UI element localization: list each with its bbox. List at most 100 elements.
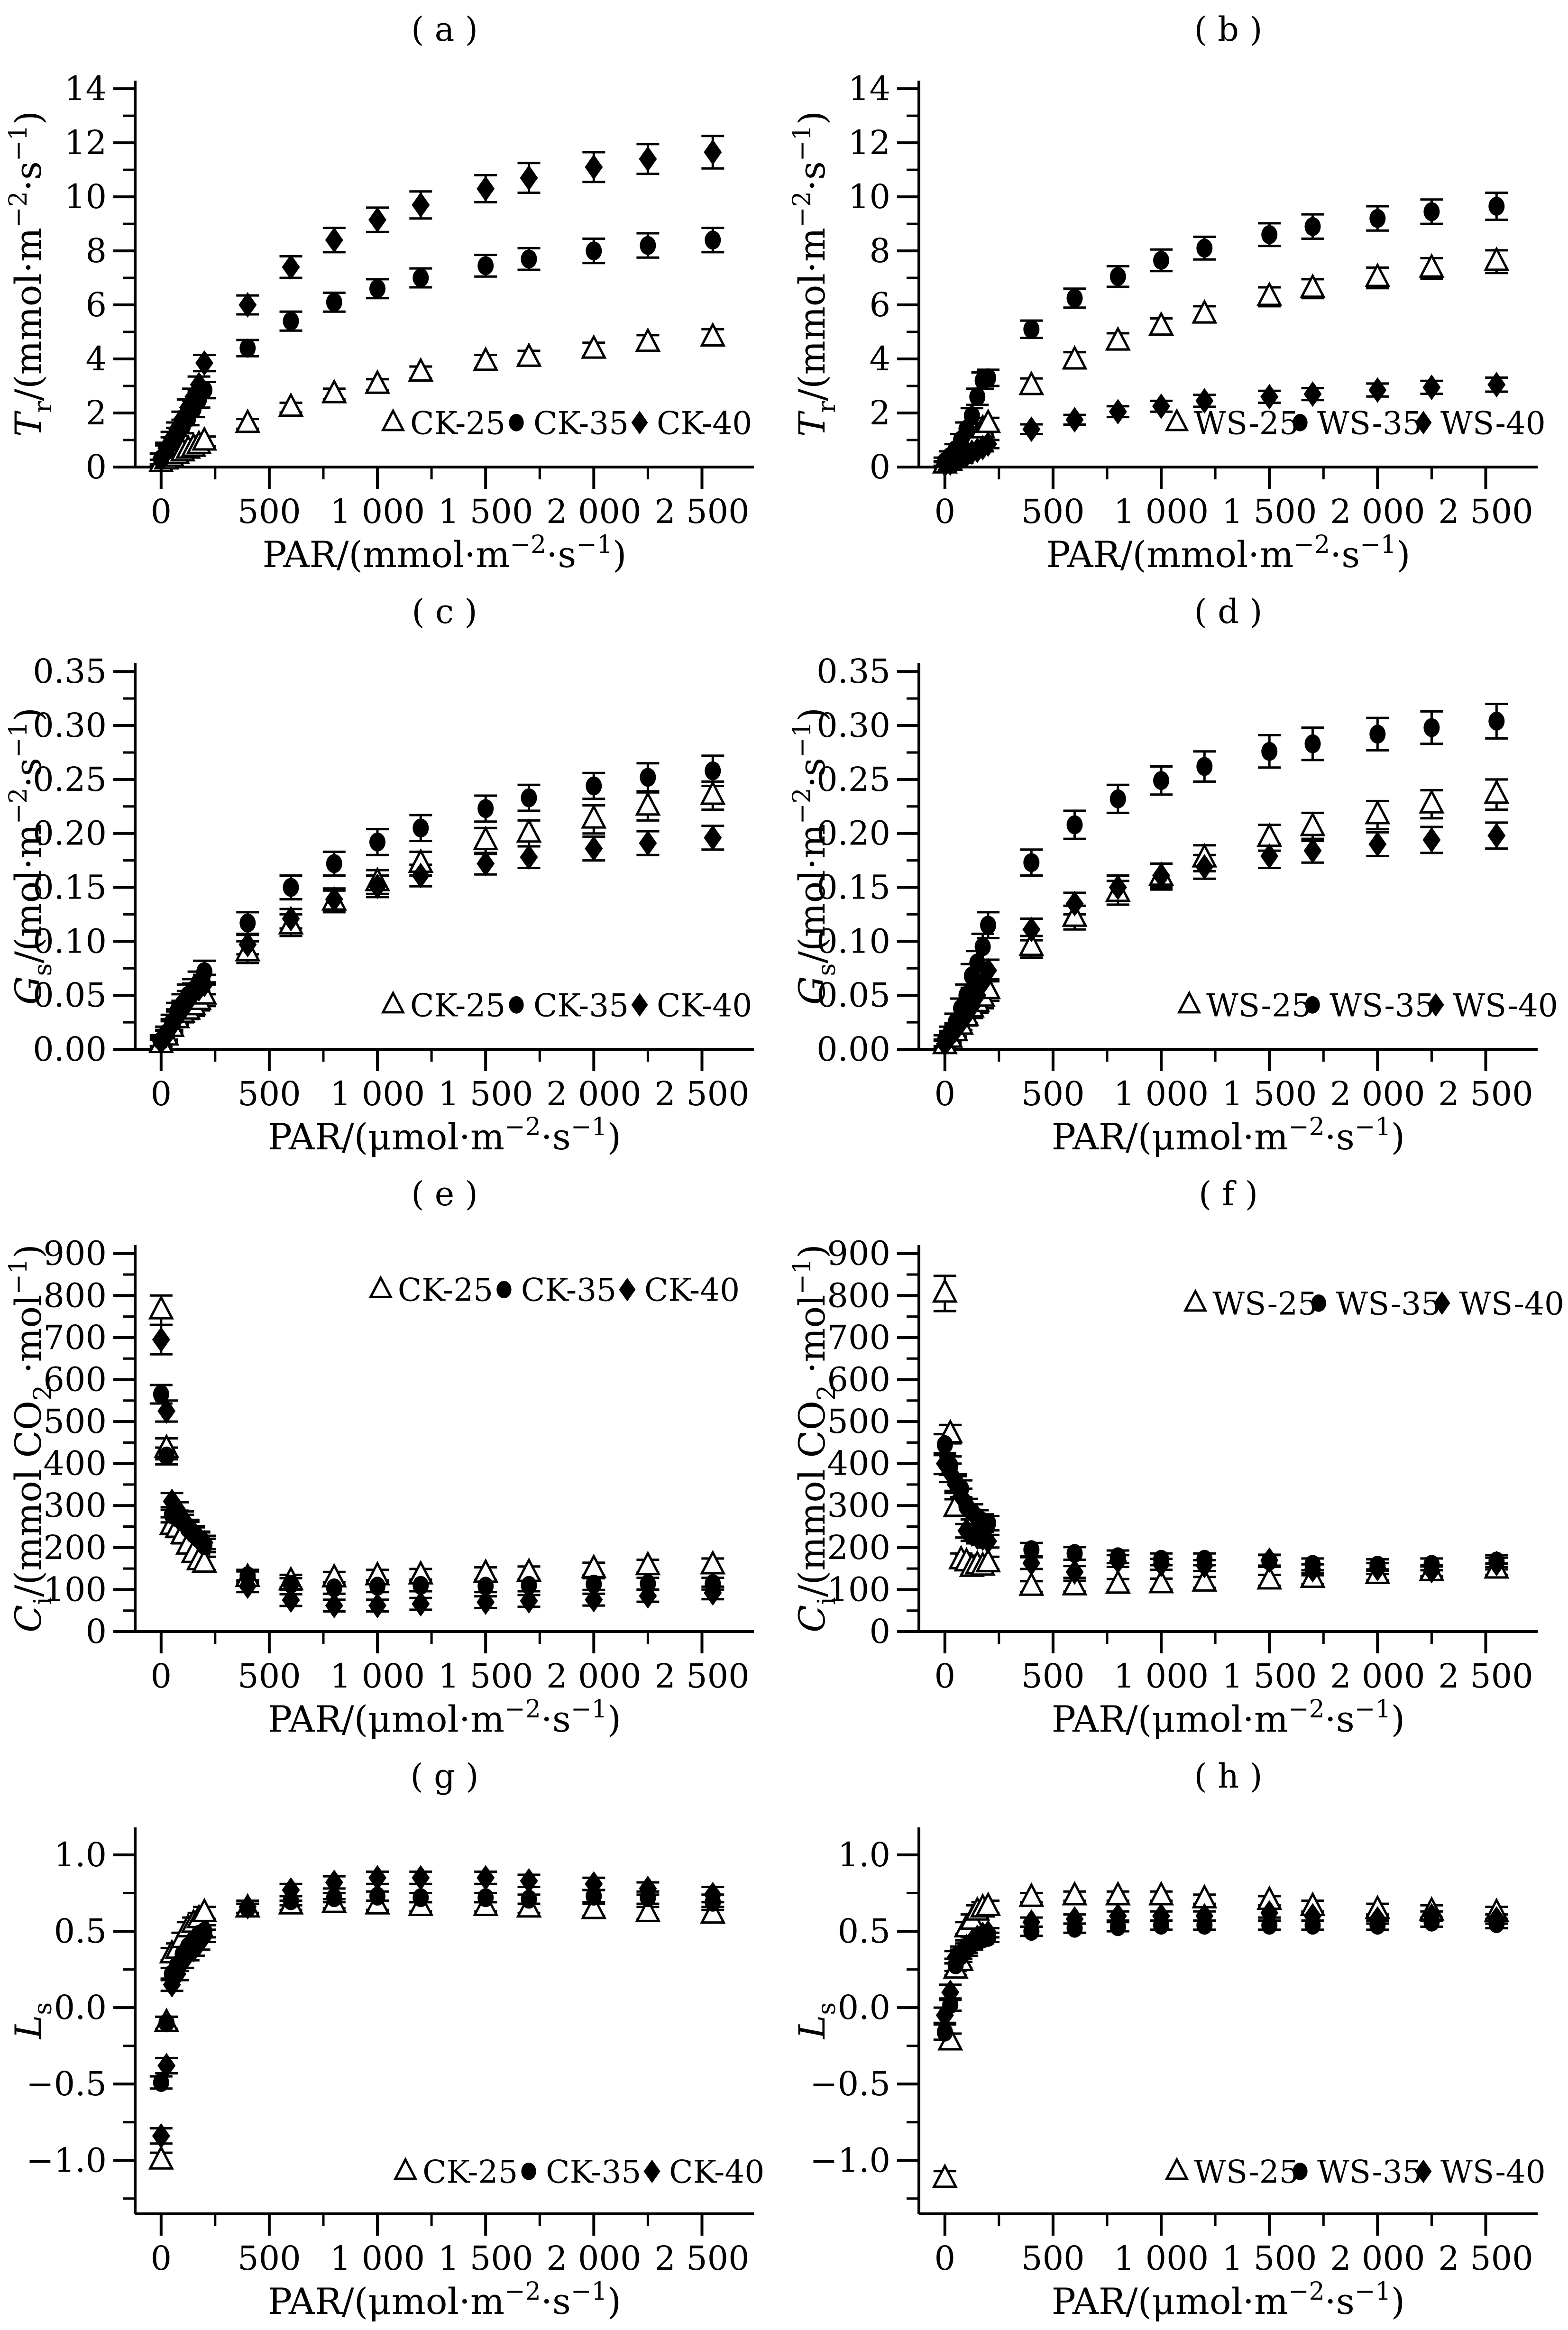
legend: WS-25 WS-35 WS-40 bbox=[1165, 2154, 1546, 2190]
svg-text:0.0: 0.0 bbox=[54, 1988, 107, 2027]
svg-text:CK-40: CK-40 bbox=[657, 987, 752, 1024]
svg-text:CK-35: CK-35 bbox=[533, 405, 629, 441]
svg-text:14: 14 bbox=[64, 69, 107, 108]
series-CK-40 bbox=[152, 1327, 722, 1619]
svg-text:1 500: 1 500 bbox=[1222, 2239, 1317, 2278]
error-bars bbox=[933, 1275, 1508, 1594]
svg-text:8: 8 bbox=[85, 231, 107, 270]
chart-g: 0 500 1 000 1 500 2 000 2 500 −1.0 −0.5 0.0 0.5 1.… bbox=[7, 1757, 764, 2322]
svg-text:2 500: 2 500 bbox=[654, 2239, 749, 2278]
tick-labels: 0 500 1 000 1 500 2 000 2 500 0 2 4 6 8 10 12 14 bbox=[64, 69, 750, 531]
svg-text:2 000: 2 000 bbox=[1330, 492, 1425, 531]
svg-text:0.05: 0.05 bbox=[816, 976, 890, 1015]
svg-text:WS-40: WS-40 bbox=[1440, 405, 1546, 441]
svg-text:500: 500 bbox=[238, 2239, 301, 2278]
svg-text:2 000: 2 000 bbox=[1330, 1657, 1425, 1696]
panel-a: 0 500 1 000 1 500 2 000 2 500 0 2 4 6 8 10 12 14 ( a )… bbox=[0, 0, 784, 582]
legend: CK-25 CK-35 CK-40 bbox=[393, 2154, 764, 2190]
svg-text:0.5: 0.5 bbox=[838, 1912, 890, 1951]
svg-text:12: 12 bbox=[848, 123, 890, 162]
svg-text:2: 2 bbox=[85, 394, 107, 432]
tick-labels: 0 500 1 000 1 500 2 000 2 500 0.00 0.05 0.10 0.15… bbox=[33, 652, 750, 1113]
svg-text:10: 10 bbox=[64, 177, 107, 216]
svg-text:CK-35: CK-35 bbox=[546, 2154, 641, 2190]
svg-text:CK-35: CK-35 bbox=[521, 1272, 616, 1309]
svg-text:2 000: 2 000 bbox=[546, 1657, 641, 1696]
chart-a: 0 500 1 000 1 500 2 000 2 500 0 2 4 6 8 10 12 14 ( a )… bbox=[4, 10, 754, 576]
svg-text:2 500: 2 500 bbox=[1438, 1074, 1533, 1113]
x-axis-label: PAR/(μmol·m−2·s−1) bbox=[268, 2277, 621, 2322]
svg-text:CK-25: CK-25 bbox=[398, 1272, 493, 1309]
svg-text:600: 600 bbox=[43, 1360, 107, 1399]
series-WS-40 bbox=[935, 1450, 1506, 1585]
panel-c: 0 500 1 000 1 500 2 000 2 500 0.00 0.05 0.10 0.15… bbox=[0, 582, 784, 1165]
svg-text:0: 0 bbox=[151, 1657, 172, 1696]
svg-text:1 500: 1 500 bbox=[438, 492, 533, 531]
svg-text:700: 700 bbox=[43, 1318, 107, 1357]
svg-text:0: 0 bbox=[85, 1612, 107, 1651]
series-CK-40 bbox=[152, 1865, 722, 2149]
svg-text:400: 400 bbox=[827, 1444, 890, 1483]
panel-title: ( c ) bbox=[412, 592, 477, 631]
svg-text:0.00: 0.00 bbox=[816, 1030, 890, 1069]
svg-text:200: 200 bbox=[827, 1528, 890, 1567]
legend: CK-25 CK-35 CK-40 bbox=[381, 405, 752, 441]
svg-text:1 000: 1 000 bbox=[1114, 1657, 1209, 1696]
tick-labels: 0 500 1 000 1 500 2 000 2 500 0 2 4 6 8 10 12 14 bbox=[848, 69, 1533, 531]
chart-c: 0 500 1 000 1 500 2 000 2 500 0.00 0.05 0.10 0.15… bbox=[4, 592, 754, 1158]
svg-text:700: 700 bbox=[827, 1318, 890, 1357]
svg-text:500: 500 bbox=[238, 1074, 301, 1113]
svg-text:0.15: 0.15 bbox=[33, 868, 107, 907]
svg-text:CK-25: CK-25 bbox=[410, 405, 505, 441]
svg-text:1 500: 1 500 bbox=[438, 1657, 533, 1696]
svg-text:2 000: 2 000 bbox=[546, 2239, 641, 2278]
svg-text:WS-40: WS-40 bbox=[1453, 987, 1558, 1024]
svg-text:WS-35: WS-35 bbox=[1317, 2154, 1422, 2190]
svg-text:0.25: 0.25 bbox=[816, 760, 890, 799]
chart-f: 0 500 1 000 1 500 2 000 2 5000100200300400500… bbox=[788, 1174, 1564, 1740]
series-WS-40 bbox=[935, 1900, 1506, 2028]
x-axis-label: PAR/(mmol·m−2·s−1) bbox=[1046, 531, 1410, 576]
series-WS-40 bbox=[935, 372, 1506, 477]
panel-f: 0 500 1 000 1 500 2 000 2 500 0 100 200 300 400 500… bbox=[784, 1165, 1568, 1747]
svg-text:2 000: 2 000 bbox=[1330, 2239, 1425, 2278]
series-CK-35 bbox=[153, 1385, 721, 1597]
svg-text:−0.5: −0.5 bbox=[26, 2064, 107, 2103]
svg-text:2 000: 2 000 bbox=[546, 1074, 641, 1113]
panel-e: 0 500 1 000 1 500 2 000 2 500 0 100 200 300 400 500… bbox=[0, 1165, 784, 1747]
x-axis-label: PAR/(μmol·m−2·s−1) bbox=[1052, 1113, 1405, 1158]
panel-title: ( e ) bbox=[411, 1174, 478, 1213]
svg-text:500: 500 bbox=[238, 492, 301, 531]
svg-text:0: 0 bbox=[935, 1074, 956, 1113]
svg-text:6: 6 bbox=[85, 285, 107, 324]
svg-text:0.30: 0.30 bbox=[33, 706, 107, 745]
error-bars bbox=[933, 1890, 1508, 2188]
series-CK-40 bbox=[152, 139, 722, 472]
panel-h: 0 500 1 000 1 500 2 000 2 500 −1.0 −0.5 0.0 0.5 1.… bbox=[784, 1747, 1568, 2329]
axes bbox=[897, 1245, 1538, 1653]
panel-g: 0 500 1 000 1 500 2 000 2 500 −1.0 −0.5 0.0 0.5 1.… bbox=[0, 1747, 784, 2329]
svg-text:800: 800 bbox=[827, 1276, 890, 1315]
svg-text:WS-25: WS-25 bbox=[1194, 2154, 1299, 2190]
series-CK-40 bbox=[152, 825, 722, 1055]
svg-text:500: 500 bbox=[1021, 1657, 1085, 1696]
svg-text:0.25: 0.25 bbox=[33, 760, 107, 799]
series-CK-25 bbox=[148, 1294, 726, 1591]
svg-text:1.0: 1.0 bbox=[54, 1835, 107, 1874]
panel-title: ( g ) bbox=[411, 1757, 479, 1796]
legend: WS-25 WS-35 WS-40 bbox=[1177, 987, 1558, 1024]
svg-text:500: 500 bbox=[43, 1402, 107, 1441]
svg-text:WS-35: WS-35 bbox=[1317, 405, 1422, 441]
tick-labels: 0 500 1 000 1 500 2 000 2 500 0.00 0.05 0.10 0.15… bbox=[816, 652, 1533, 1113]
panel-title: ( d ) bbox=[1194, 592, 1263, 631]
axes bbox=[113, 81, 754, 489]
svg-text:0.05: 0.05 bbox=[33, 976, 107, 1015]
chart-d: 0 500 1 000 1 500 2 000 2 500 0.00 0.05 0.10 0.15… bbox=[788, 592, 1558, 1158]
svg-text:4: 4 bbox=[85, 339, 107, 378]
y-axis-label: Gs/(mol·m−2·s−1) bbox=[4, 707, 57, 1005]
y-axis-label: Tr/(mmol·m−2·s−1) bbox=[788, 111, 841, 437]
y-axis-label: Ls bbox=[7, 2002, 57, 2040]
svg-text:0.15: 0.15 bbox=[816, 868, 890, 907]
svg-text:300: 300 bbox=[43, 1486, 107, 1525]
